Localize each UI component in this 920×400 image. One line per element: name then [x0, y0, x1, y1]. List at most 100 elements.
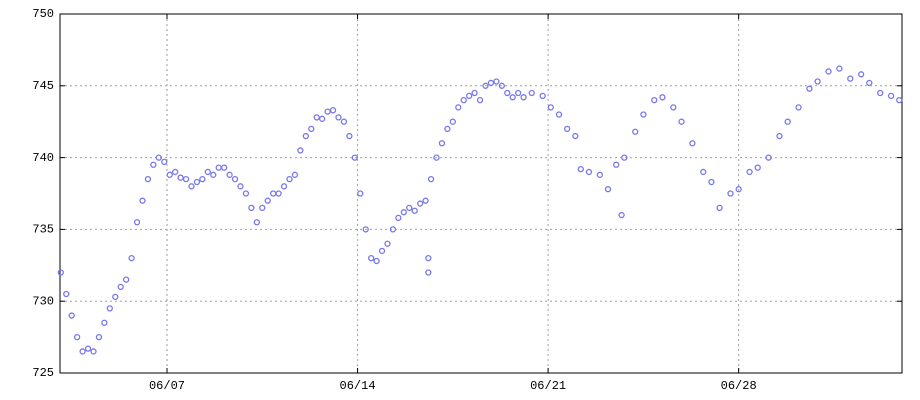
point	[716, 204, 723, 212]
point	[128, 254, 135, 262]
point	[329, 107, 337, 114]
point	[308, 125, 315, 133]
point	[806, 85, 813, 92]
point	[286, 175, 293, 183]
y-tick-label: 740	[32, 151, 54, 165]
point	[487, 79, 495, 87]
point	[708, 178, 715, 186]
point	[319, 115, 326, 122]
point	[226, 171, 233, 178]
point	[585, 168, 593, 176]
x-tick-label: 06/14	[340, 379, 376, 393]
point	[858, 71, 865, 78]
point	[193, 178, 201, 186]
point	[188, 183, 195, 190]
point	[79, 348, 86, 355]
point	[847, 75, 854, 82]
point	[784, 118, 791, 125]
point	[335, 114, 342, 121]
point	[346, 132, 353, 140]
point	[825, 68, 832, 75]
point	[449, 118, 456, 125]
point	[57, 269, 64, 276]
point	[123, 276, 130, 283]
y-tick-label: 725	[32, 366, 54, 380]
point	[689, 140, 696, 147]
point	[291, 171, 299, 178]
point	[727, 190, 734, 197]
point	[74, 333, 81, 341]
y-tick-label: 730	[32, 294, 54, 308]
plot-frame	[59, 13, 903, 374]
point	[651, 97, 658, 104]
point	[275, 190, 282, 197]
point	[139, 197, 146, 204]
point	[509, 94, 516, 101]
point	[248, 204, 255, 212]
point	[471, 89, 478, 97]
y-tick-label: 735	[32, 223, 54, 237]
y-tick-label: 745	[32, 79, 54, 93]
point	[515, 89, 522, 97]
point	[313, 114, 320, 121]
point	[378, 247, 386, 255]
point	[351, 154, 358, 161]
point	[324, 108, 331, 115]
x-tick-label: 06/28	[721, 379, 757, 393]
point	[231, 175, 239, 183]
point	[466, 92, 473, 100]
point	[95, 333, 103, 341]
x-tick-label: 06/07	[149, 379, 185, 393]
point	[765, 154, 772, 161]
point	[242, 190, 250, 197]
point	[836, 65, 843, 72]
point	[182, 175, 190, 183]
point	[259, 204, 266, 212]
point	[357, 190, 364, 197]
point	[302, 132, 309, 140]
x-tick-label: 06/21	[530, 379, 566, 393]
point	[68, 312, 75, 319]
point	[373, 257, 380, 265]
point	[166, 171, 173, 178]
y-tick-label: 750	[32, 7, 54, 21]
point	[735, 186, 742, 193]
point	[362, 226, 369, 233]
point	[455, 104, 462, 111]
point	[528, 89, 535, 97]
point	[621, 154, 628, 161]
point	[572, 132, 579, 140]
point	[754, 164, 761, 171]
point	[395, 214, 402, 222]
point	[438, 140, 446, 147]
point	[270, 190, 277, 197]
point	[877, 89, 884, 97]
point	[411, 207, 418, 214]
point	[63, 290, 70, 298]
point	[640, 111, 647, 118]
point	[670, 104, 677, 111]
point	[406, 204, 413, 212]
point	[444, 125, 451, 133]
point	[384, 240, 391, 247]
point	[389, 226, 397, 233]
point	[90, 348, 97, 355]
point	[476, 97, 484, 104]
point	[340, 118, 348, 125]
point	[814, 78, 821, 85]
point	[106, 305, 113, 312]
point	[417, 200, 424, 207]
point	[632, 128, 639, 135]
point	[795, 104, 802, 111]
point	[215, 164, 222, 171]
point	[253, 219, 260, 226]
point	[422, 197, 429, 204]
point	[177, 174, 184, 181]
point	[613, 161, 620, 168]
point	[493, 78, 500, 85]
point	[618, 211, 625, 219]
point	[237, 183, 244, 190]
point	[547, 104, 554, 111]
point	[498, 82, 505, 89]
